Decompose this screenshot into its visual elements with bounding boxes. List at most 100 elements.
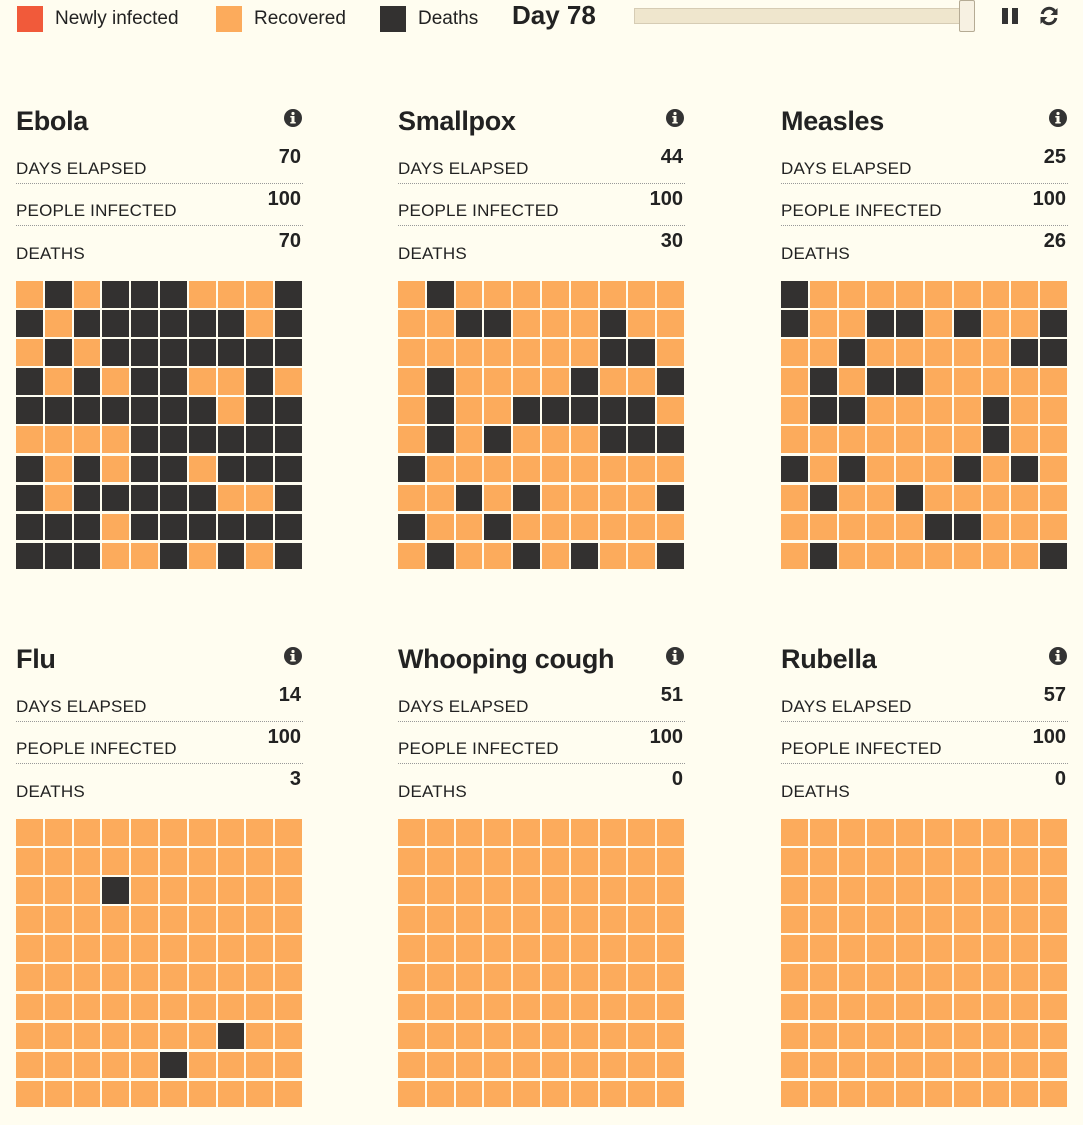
person-cell-recovered [455,1080,483,1108]
person-cell-recovered [781,339,808,366]
person-cell-recovered [896,397,923,424]
person-cell-recovered [570,993,598,1021]
stat-value-people-infected: 100 [649,188,683,210]
info-icon[interactable] [665,108,685,128]
person-cell-recovered [455,513,483,541]
stat-label: DAYS ELAPSED [781,159,912,178]
person-cell-recovered [809,877,837,904]
panel-header: Measles [781,106,1068,142]
person-cell-recovered [217,906,245,933]
person-cell-recovered [982,281,1010,308]
person-cell-recovered [275,819,302,846]
person-cell-recovered [570,848,598,875]
person-cell-recovered [217,819,245,846]
person-cell-recovered [953,1080,981,1108]
stat-value-people-infected: 100 [267,726,301,748]
info-icon[interactable] [283,108,303,128]
person-cell-recovered [1011,848,1039,875]
slider-handle[interactable] [959,0,975,32]
person-cell-recovered [570,1022,598,1050]
person-cell-death [159,1051,187,1079]
person-cell-death [657,484,684,512]
person-cell-recovered [1040,935,1067,962]
person-cell-death [275,513,302,541]
person-cell-recovered [1040,1022,1067,1050]
person-cell-recovered [628,513,656,541]
person-cell-recovered [455,426,483,454]
person-cell-recovered [484,281,512,308]
person-cell-death [131,368,158,395]
pause-button[interactable] [998,4,1022,28]
person-cell-recovered [599,368,627,395]
person-cell-death [44,281,72,308]
person-cell-recovered [1040,455,1067,483]
person-cell-recovered [188,1022,216,1050]
person-cell-recovered [275,877,302,904]
person-cell-recovered [246,542,274,570]
person-cell-recovered [867,906,895,933]
person-cell-death [131,281,158,308]
person-cell-death [159,513,187,541]
person-cell-recovered [896,339,923,366]
person-cell-recovered [102,1022,130,1050]
stat-row-people-infected: PEOPLE INFECTED 100 [16,722,303,764]
info-icon[interactable] [1048,108,1068,128]
person-cell-recovered [896,906,923,933]
person-cell-recovered [867,455,895,483]
stat-value-people-infected: 100 [649,726,683,748]
day-slider[interactable] [634,0,975,32]
person-cell-recovered [1040,281,1067,308]
person-cell-recovered [217,993,245,1021]
person-cell-death [867,368,895,395]
person-cell-recovered [599,819,627,846]
person-cell-recovered [781,397,808,424]
person-cell-death [102,484,130,512]
person-cell-recovered [44,877,72,904]
person-cell-recovered [838,819,866,846]
info-icon[interactable] [665,646,685,666]
person-cell-recovered [953,819,981,846]
person-cell-recovered [924,877,952,904]
people-grid-rubella [781,819,1067,1108]
person-cell-recovered [953,1051,981,1079]
person-cell-recovered [924,281,952,308]
person-cell-recovered [628,935,656,962]
person-cell-recovered [953,848,981,875]
person-cell-recovered [924,1051,952,1079]
info-icon[interactable] [283,646,303,666]
person-cell-recovered [1040,397,1067,424]
stat-value-people-infected: 100 [1032,188,1066,210]
person-cell-recovered [1011,1080,1039,1108]
stat-row-deaths: DEATHS 3 [16,764,303,806]
stat-row-people-infected: PEOPLE INFECTED 100 [781,184,1068,226]
info-icon[interactable] [1048,646,1068,666]
person-cell-recovered [570,310,598,337]
person-cell-recovered [896,281,923,308]
person-cell-death [953,310,981,337]
person-cell-recovered [628,848,656,875]
person-cell-death [838,339,866,366]
stat-row-people-infected: PEOPLE INFECTED 100 [781,722,1068,764]
stat-label: DEATHS [398,782,467,801]
person-cell-death [159,368,187,395]
restart-button[interactable] [1037,4,1061,28]
person-cell-recovered [275,906,302,933]
person-cell-recovered [781,1051,808,1079]
person-cell-recovered [159,935,187,962]
person-cell-recovered [513,935,540,962]
person-cell-death [16,455,43,483]
person-cell-recovered [953,877,981,904]
person-cell-recovered [1040,906,1067,933]
person-cell-recovered [541,877,569,904]
person-cell-recovered [599,848,627,875]
person-cell-death [73,542,101,570]
person-cell-recovered [838,310,866,337]
person-cell-death [809,484,837,512]
person-cell-recovered [455,964,483,992]
person-cell-recovered [513,877,540,904]
person-cell-recovered [513,281,540,308]
person-cell-recovered [599,281,627,308]
person-cell-recovered [838,1022,866,1050]
person-cell-recovered [513,1022,540,1050]
person-cell-death [426,368,454,395]
